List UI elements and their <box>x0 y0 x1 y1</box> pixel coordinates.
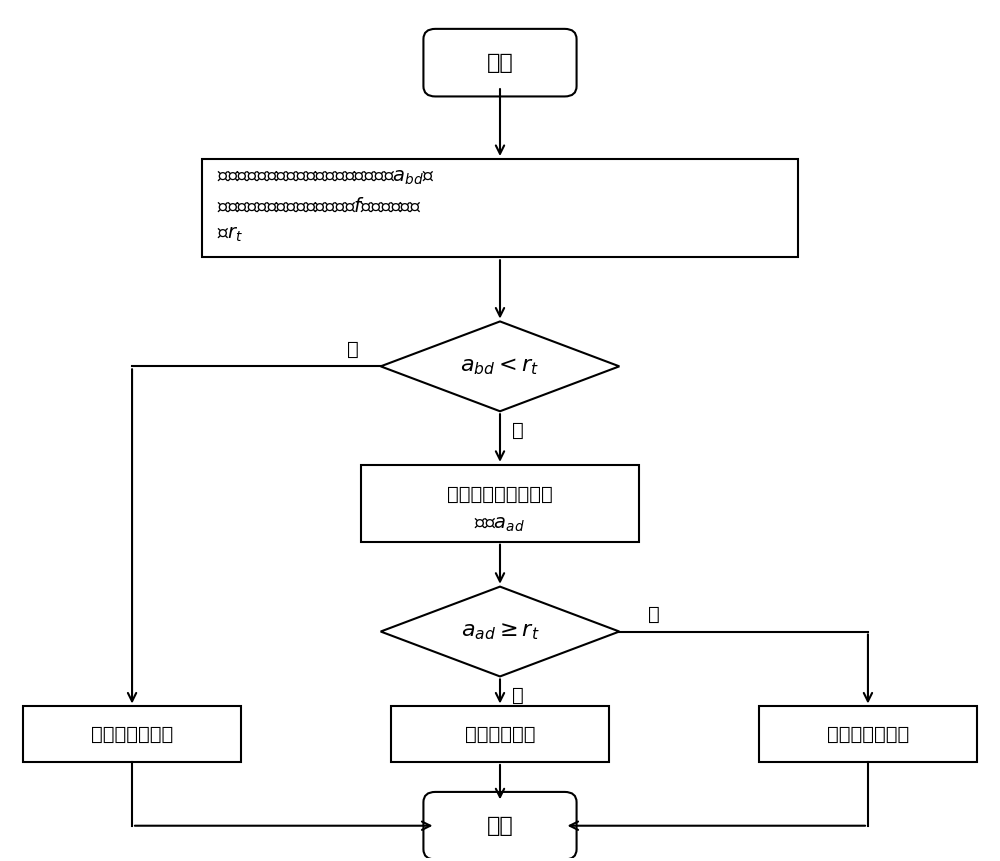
Text: 用度$a_{ad}$: 用度$a_{ad}$ <box>474 515 526 534</box>
Bar <box>759 706 977 762</box>
Bar <box>23 706 241 762</box>
Bar <box>391 706 609 762</box>
Polygon shape <box>381 321 619 412</box>
Polygon shape <box>381 586 619 677</box>
FancyBboxPatch shape <box>423 29 577 96</box>
Text: 否: 否 <box>347 340 359 359</box>
Text: $a_{ad}\geq r_t$: $a_{ad}\geq r_t$ <box>461 622 539 641</box>
Text: 度$r_t$: 度$r_t$ <box>217 225 243 244</box>
Text: 不进行频谱整理: 不进行频谱整理 <box>91 725 173 744</box>
Bar <box>361 465 639 542</box>
Text: 否: 否 <box>648 605 660 624</box>
Bar <box>202 159 798 257</box>
Text: $a_{bd}<r_t$: $a_{bd}<r_t$ <box>460 356 540 376</box>
Text: 根据到来业务平均所需的频隙数$f$算出业务需求: 根据到来业务平均所需的频隙数$f$算出业务需求 <box>217 196 421 215</box>
Text: 根据频谱现状计算出整理前的频谱可用度$a_{bd}$，: 根据频谱现状计算出整理前的频谱可用度$a_{bd}$， <box>217 168 435 187</box>
Text: 是: 是 <box>512 685 524 705</box>
Text: 结束: 结束 <box>487 815 513 836</box>
Text: 不进行频谱整理: 不进行频谱整理 <box>827 725 909 744</box>
Text: 触发频谱整理: 触发频谱整理 <box>465 725 535 744</box>
Text: 开始: 开始 <box>487 53 513 72</box>
Text: 是: 是 <box>512 420 524 440</box>
Text: 计算整理后的频谱可: 计算整理后的频谱可 <box>447 485 553 505</box>
FancyBboxPatch shape <box>423 792 577 859</box>
